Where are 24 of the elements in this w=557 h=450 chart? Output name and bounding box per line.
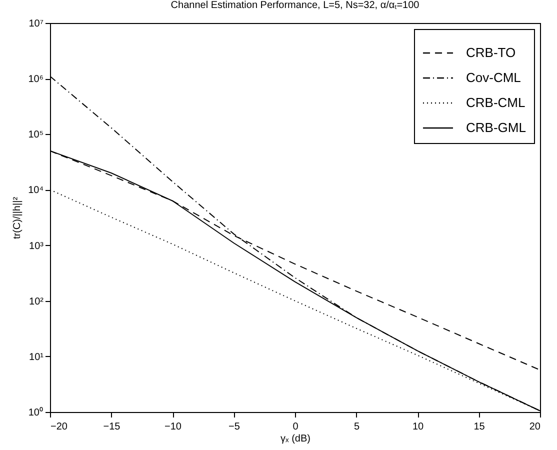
y-axis-title: tr(C)/||h||²: [12, 196, 24, 240]
x-axis-title: γₓ (dB): [280, 434, 310, 444]
legend-label: Cov-CML: [466, 70, 521, 85]
legend-label: CRB-TO: [466, 45, 516, 60]
x-tick-label: −10: [164, 422, 182, 432]
legend-label: CRB-CML: [466, 95, 526, 110]
y-tick-label: 10⁴: [28, 185, 44, 196]
x-tick-label: 0: [292, 422, 299, 432]
x-tick-label: −20: [50, 422, 68, 432]
legend-label: CRB-GML: [466, 120, 526, 135]
x-tick-label: −5: [228, 422, 240, 432]
x-tick-label: 15: [474, 422, 486, 432]
y-tick-label: 10¹: [29, 352, 44, 363]
y-tick-label: 10⁷: [28, 18, 44, 30]
chart-title: Channel Estimation Performance, L=5, Ns=32, α/αₜ=100: [170, 0, 420, 11]
y-tick-label: 10²: [29, 296, 44, 308]
y-tick-label: 10⁶: [28, 74, 44, 86]
y-tick-label: 10⁵: [28, 130, 44, 141]
x-tick-label: 5: [354, 422, 360, 432]
x-tick-label: 10: [412, 422, 424, 432]
x-tick-label: 20: [529, 422, 541, 432]
y-tick-label: 10⁰: [28, 406, 44, 418]
x-tick-label: −15: [103, 422, 121, 432]
y-tick-label: 10³: [29, 240, 44, 252]
